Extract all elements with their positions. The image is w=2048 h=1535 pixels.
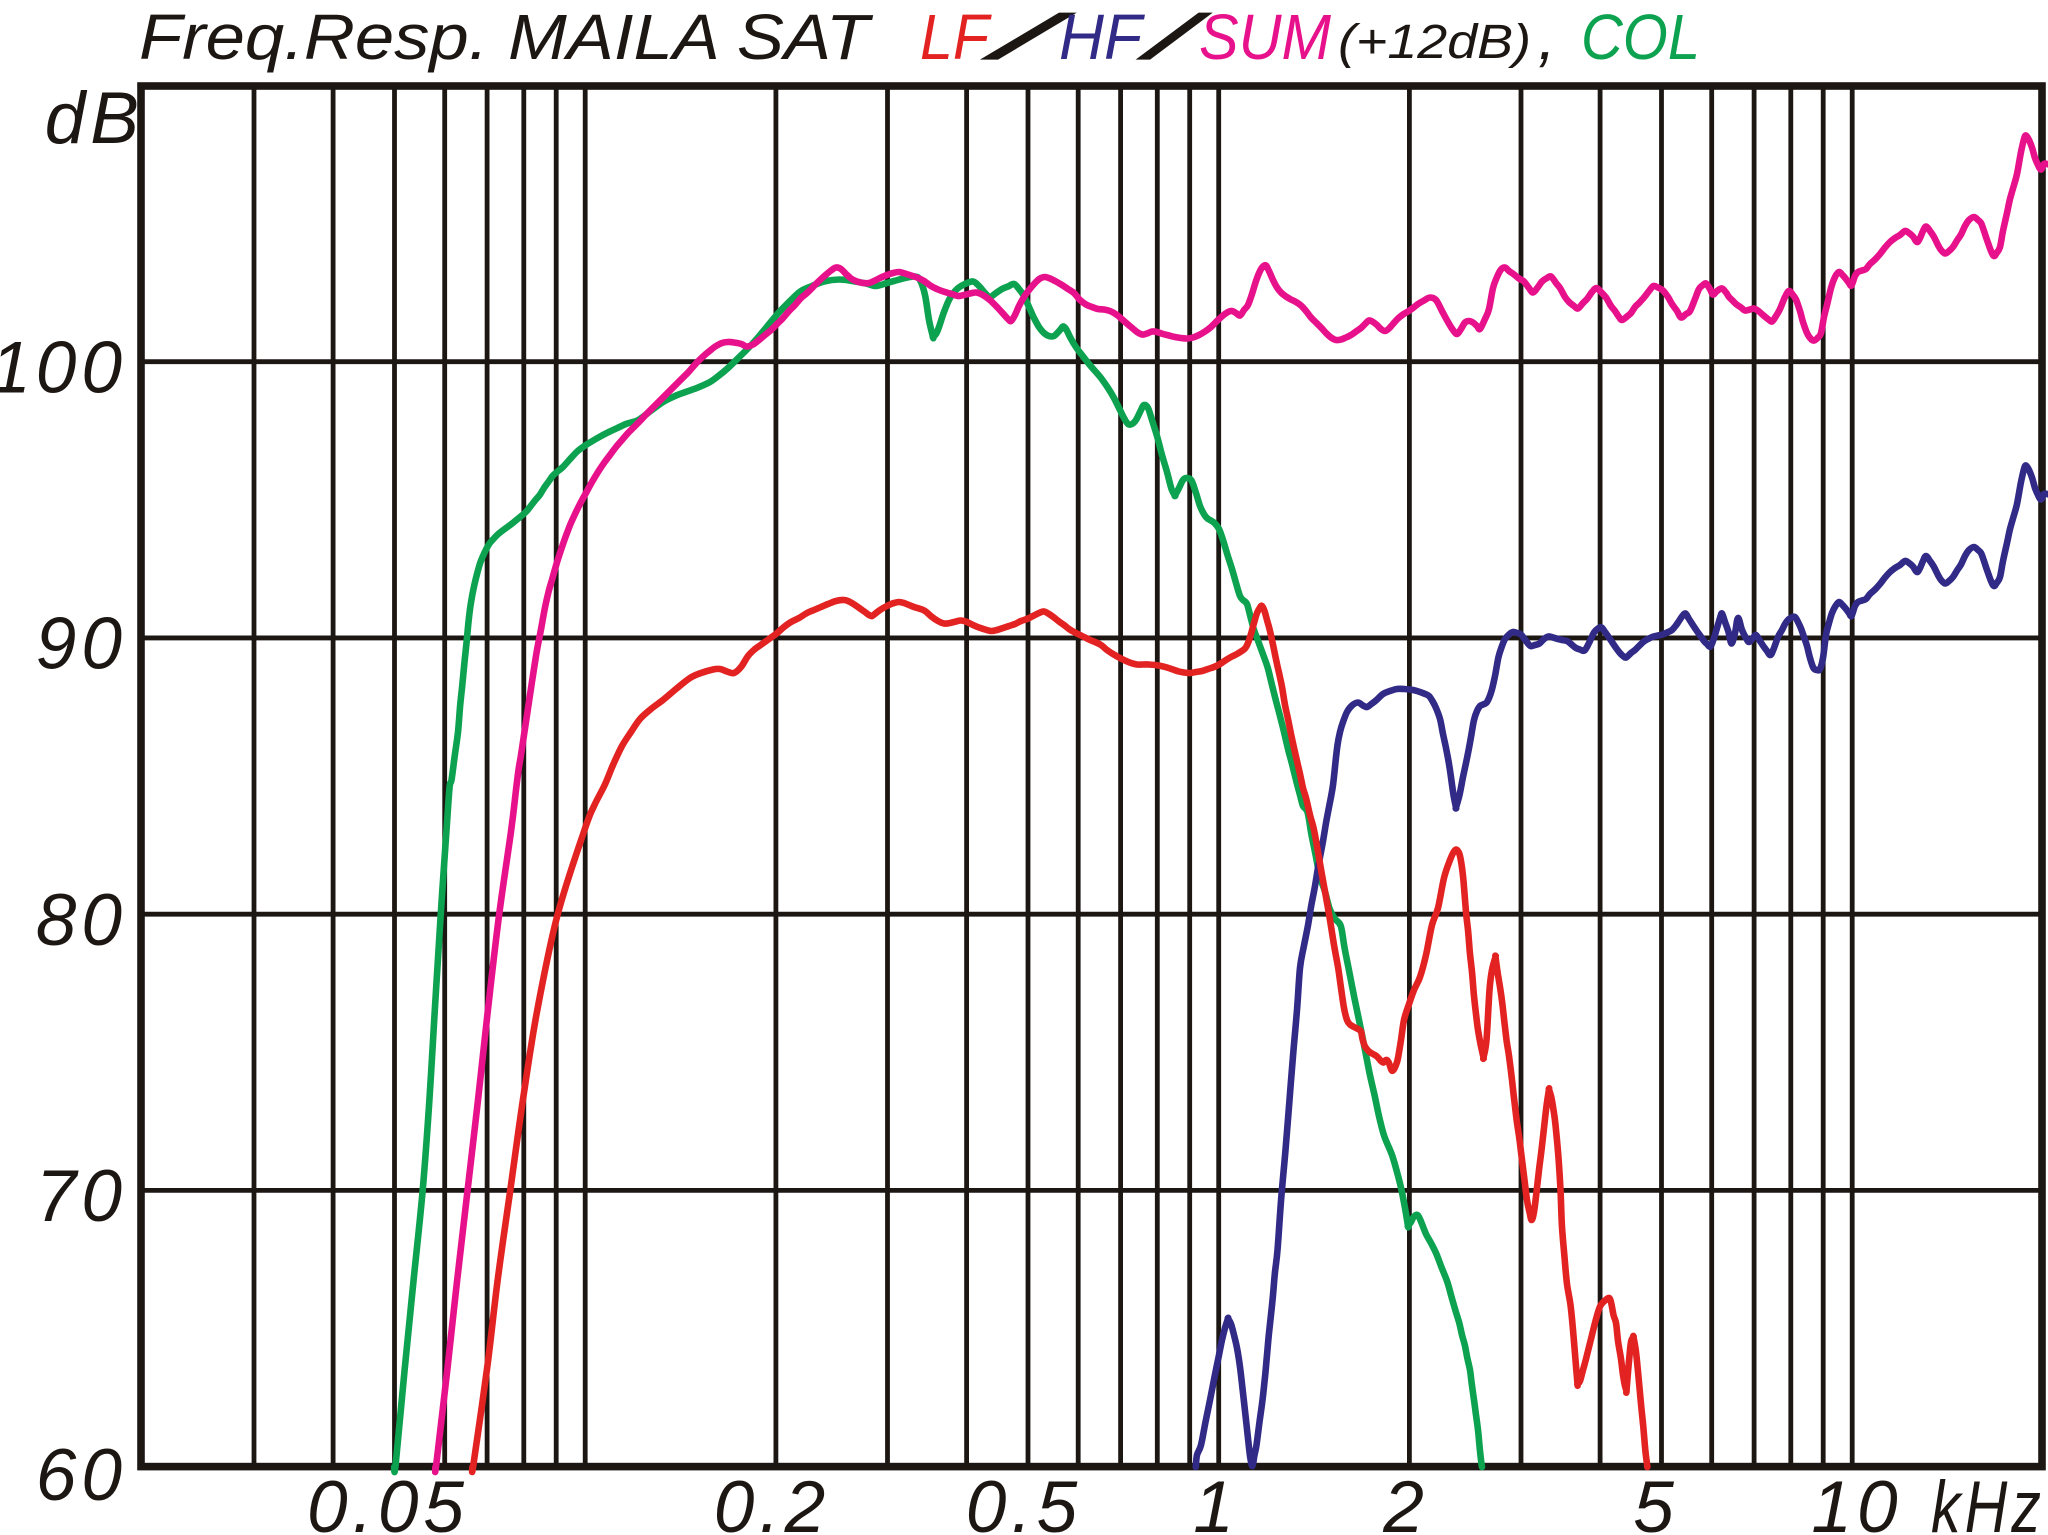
- svg-text:0.5: 0.5: [966, 1467, 1082, 1535]
- svg-text:70: 70: [36, 1156, 127, 1237]
- svg-text:0.2: 0.2: [714, 1467, 830, 1535]
- svg-text:COL: COL: [1581, 1, 1700, 73]
- svg-text:10: 10: [1811, 1467, 1902, 1535]
- svg-text:90: 90: [36, 604, 127, 685]
- svg-text:0.05: 0.05: [307, 1467, 469, 1535]
- svg-text:80: 80: [36, 880, 127, 961]
- svg-text:,: ,: [1538, 1, 1556, 73]
- svg-text:SUM: SUM: [1199, 1, 1332, 73]
- svg-text:Freq.Resp. MAILA SAT: Freq.Resp. MAILA SAT: [139, 1, 873, 73]
- svg-text:2: 2: [1382, 1467, 1429, 1535]
- svg-text:60: 60: [36, 1435, 127, 1516]
- svg-text:kHz: kHz: [1931, 1467, 2045, 1535]
- svg-text:HF: HF: [1059, 1, 1146, 73]
- svg-text:100: 100: [0, 328, 127, 409]
- svg-text:1: 1: [1193, 1467, 1239, 1535]
- svg-text:5: 5: [1633, 1467, 1679, 1535]
- svg-text:LF: LF: [920, 1, 993, 73]
- svg-text:dB: dB: [45, 78, 144, 159]
- svg-text:(+12dB): (+12dB): [1338, 16, 1531, 69]
